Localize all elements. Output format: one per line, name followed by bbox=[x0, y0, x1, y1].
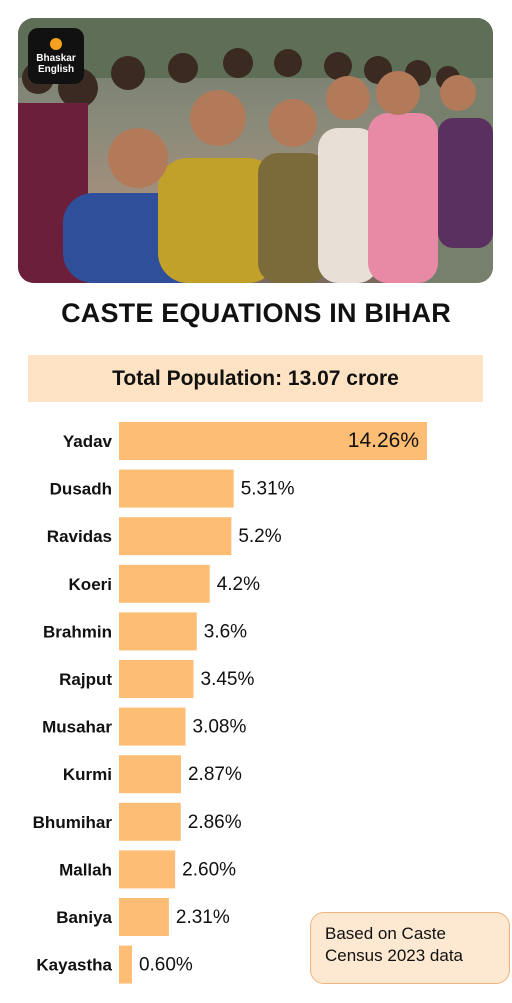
category-label-kayastha: Kayastha bbox=[36, 956, 112, 975]
total-population-banner: Total Population: 13.07 crore bbox=[28, 355, 483, 402]
category-label-koeri: Koeri bbox=[69, 575, 112, 594]
category-label-kurmi: Kurmi bbox=[63, 765, 112, 784]
value-label-koeri: 4.2% bbox=[217, 574, 260, 595]
value-label-baniya: 2.31% bbox=[176, 907, 230, 928]
category-label-musahar: Musahar bbox=[42, 718, 112, 737]
logo-sun-icon bbox=[50, 37, 62, 50]
logo-line-2: English bbox=[37, 63, 75, 75]
value-label-brahmin: 3.6% bbox=[204, 621, 247, 642]
bar-kurmi bbox=[119, 755, 181, 794]
bar-dusadh bbox=[119, 469, 234, 508]
source-note-line-2: Census 2023 data bbox=[325, 946, 463, 965]
value-label-yadav: 14.26% bbox=[348, 429, 419, 452]
value-label-bhumihar: 2.86% bbox=[188, 812, 242, 833]
value-label-dusadh: 5.31% bbox=[241, 479, 295, 500]
bar-brahmin bbox=[119, 612, 197, 651]
value-label-kayastha: 0.60% bbox=[139, 955, 193, 976]
category-label-bhumihar: Bhumihar bbox=[33, 813, 113, 832]
category-label-brahmin: Brahmin bbox=[43, 622, 112, 641]
bar-ravidas bbox=[119, 517, 232, 556]
category-label-mallah: Mallah bbox=[59, 860, 112, 879]
crowd-illustration bbox=[18, 18, 493, 283]
bar-rajput bbox=[119, 660, 194, 698]
bar-bhumihar bbox=[119, 802, 181, 841]
category-label-baniya: Baniya bbox=[56, 908, 112, 927]
value-label-ravidas: 5.2% bbox=[238, 526, 281, 547]
voters-photo: Bhaskar English bbox=[18, 18, 493, 283]
value-label-rajput: 3.45% bbox=[201, 669, 255, 690]
bar-baniya bbox=[119, 898, 169, 936]
category-label-dusadh: Dusadh bbox=[50, 480, 112, 499]
page-title: CASTE EQUATIONS IN BIHAR bbox=[61, 298, 451, 328]
source-note: Based on Caste Census 2023 data bbox=[310, 912, 510, 984]
value-label-kurmi: 2.87% bbox=[188, 764, 242, 785]
source-note-line-1: Based on Caste bbox=[325, 924, 446, 943]
bar-kayastha bbox=[119, 945, 132, 984]
bhaskar-english-logo: Bhaskar English bbox=[28, 28, 84, 84]
bar-yadav bbox=[119, 422, 427, 460]
bar-mallah bbox=[119, 850, 176, 889]
value-label-mallah: 2.60% bbox=[182, 859, 236, 880]
category-label-rajput: Rajput bbox=[59, 670, 112, 689]
category-label-ravidas: Ravidas bbox=[47, 527, 112, 546]
logo-line-1: Bhaskar bbox=[36, 52, 76, 64]
bar-koeri bbox=[119, 564, 210, 603]
bar-musahar bbox=[119, 707, 186, 746]
category-label-yadav: Yadav bbox=[63, 432, 113, 451]
value-label-musahar: 3.08% bbox=[193, 717, 247, 738]
